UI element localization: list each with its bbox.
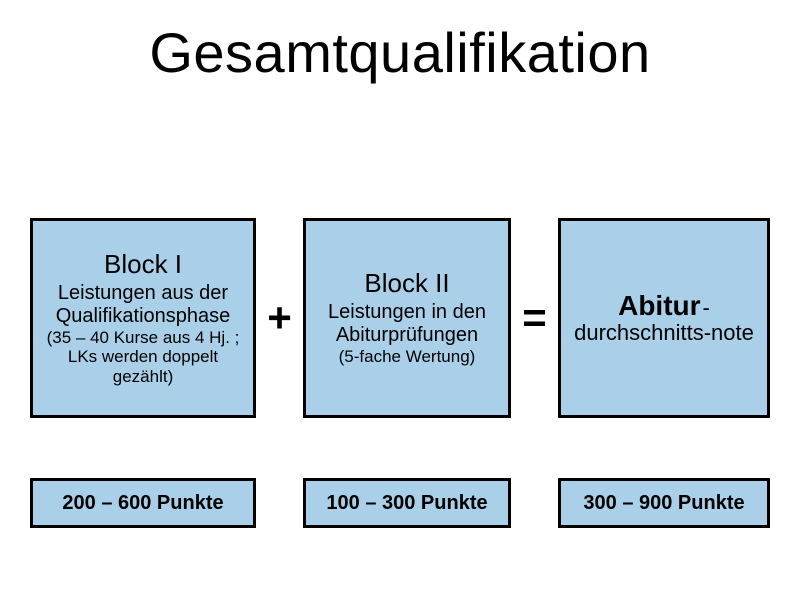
result-points-text: 300 – 900 Punkte [583, 492, 744, 515]
block-2-points: 100 – 300 Punkte [303, 478, 511, 528]
result-points: 300 – 900 Punkte [558, 478, 770, 528]
block-1-note: (35 – 40 Kurse aus 4 Hj. ; LKs werden do… [33, 328, 253, 387]
block-2-subtitle: Leistungen in den Abiturprüfungen [306, 301, 508, 347]
block-1-subtitle: Leistungen aus der Qualifikationsphase [33, 282, 253, 328]
points-row: 200 – 600 Punkte 100 – 300 Punkte 300 – … [30, 478, 770, 528]
result-main-line: Abitur- [618, 290, 710, 322]
slide-canvas: Gesamtqualifikation Block I Leistungen a… [0, 0, 800, 600]
block-1-heading: Block I [104, 250, 182, 280]
blocks-row: Block I Leistungen aus der Qualifikation… [30, 218, 770, 418]
points-spacer-1 [263, 478, 297, 528]
result-dash: - [703, 295, 710, 320]
operator-equals: = [518, 218, 552, 418]
block-1-points: 200 – 600 Punkte [30, 478, 256, 528]
block-2: Block II Leistungen in den Abiturprüfung… [303, 218, 511, 418]
block-2-note: (5-fache Wertung) [333, 347, 482, 367]
block-1: Block I Leistungen aus der Qualifikation… [30, 218, 256, 418]
result-main: Abitur [618, 290, 700, 321]
block-1-points-text: 200 – 600 Punkte [62, 492, 223, 515]
page-title: Gesamtqualifikation [0, 20, 800, 85]
block-2-heading: Block II [364, 269, 449, 299]
operator-plus: + [263, 218, 297, 418]
points-spacer-2 [518, 478, 552, 528]
result-sub: durchschnitts-note [574, 320, 754, 345]
result-block: Abitur- durchschnitts-note [558, 218, 770, 418]
block-2-points-text: 100 – 300 Punkte [326, 492, 487, 515]
